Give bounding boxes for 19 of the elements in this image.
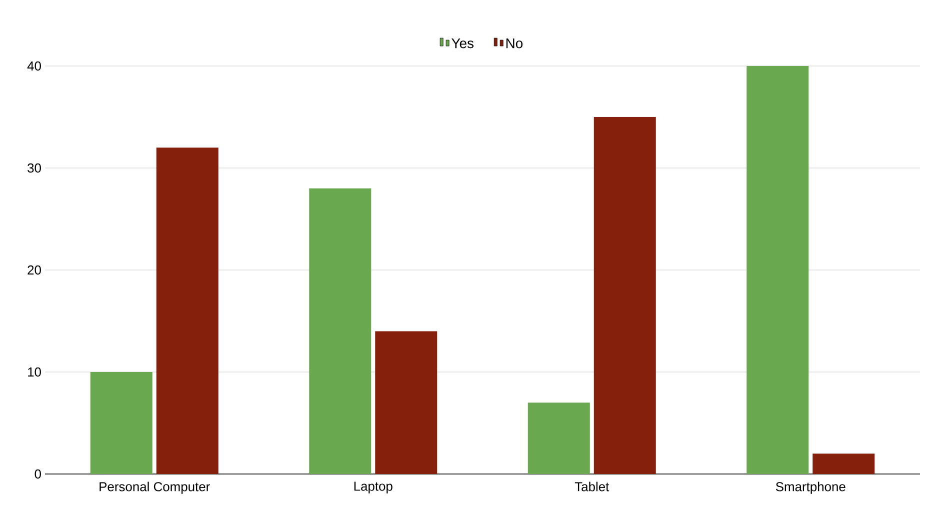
bar xyxy=(594,116,656,474)
y-tick-label: 20 xyxy=(28,265,41,275)
legend-label: Yes xyxy=(452,38,474,48)
bar xyxy=(528,402,590,474)
bar xyxy=(375,331,438,474)
bar xyxy=(309,188,372,474)
x-tick-label: Tablet xyxy=(574,482,610,492)
x-tick-label: Personal Computer xyxy=(100,482,210,494)
bar xyxy=(156,148,218,474)
x-tick-label: Laptop xyxy=(354,482,392,494)
y-tick-label: 40 xyxy=(27,61,41,71)
y-tick-label: 10 xyxy=(28,367,41,377)
y-tick-label: 0 xyxy=(34,469,41,479)
bar xyxy=(812,454,875,474)
legend-label: No xyxy=(506,38,523,48)
bar xyxy=(90,372,152,474)
bar xyxy=(746,66,809,474)
y-tick-label: 30 xyxy=(28,163,41,173)
x-tick-label: Smartphone xyxy=(776,482,846,494)
